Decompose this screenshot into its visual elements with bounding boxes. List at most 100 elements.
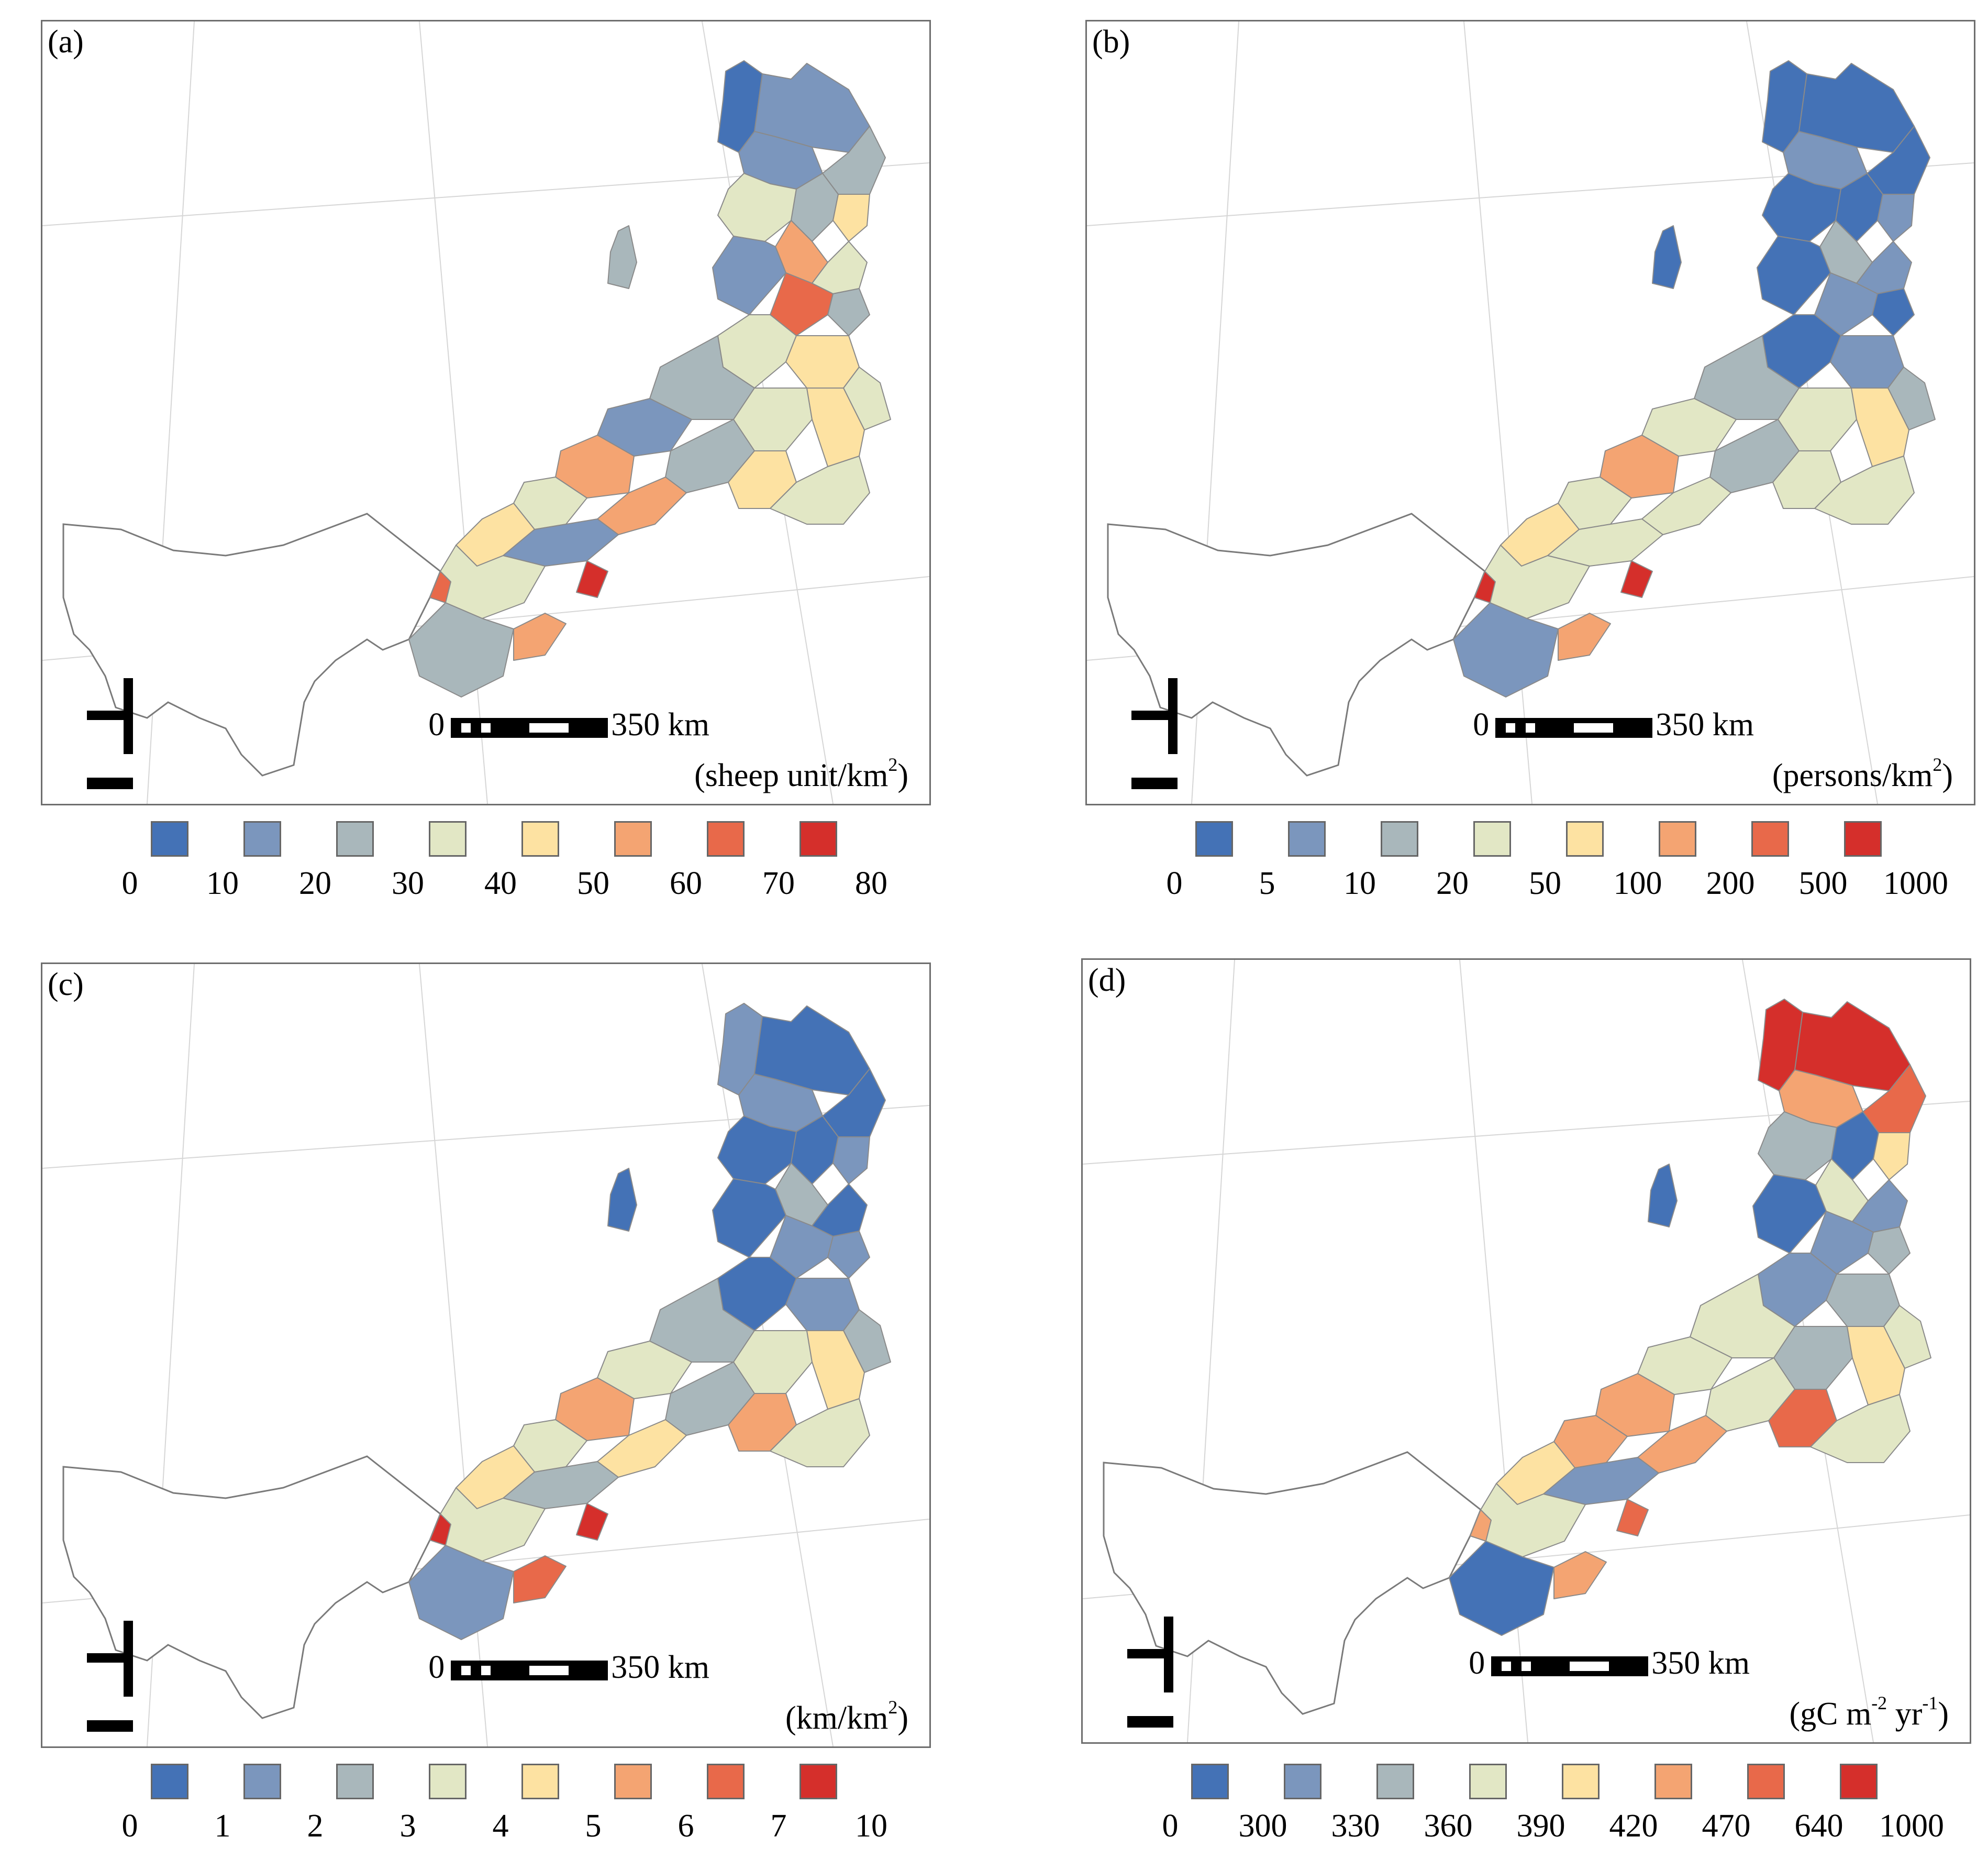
county-region xyxy=(429,1513,451,1546)
legend-tick-label: 330 xyxy=(1331,1808,1380,1844)
western-boundary xyxy=(1103,1451,1482,1715)
legend-swatch xyxy=(1288,821,1326,857)
legend-swatch xyxy=(1659,821,1696,857)
scale-end: 350 km xyxy=(1651,1645,1750,1681)
map-panel-d: (d) 0 350 km (gC m-2 yr-1) xyxy=(1081,958,1971,1744)
scale-zero: 0 xyxy=(1469,1645,1485,1681)
legend-tick-label: 4 xyxy=(492,1808,509,1844)
legend-tick-label: 1000 xyxy=(1883,866,1948,901)
county-region xyxy=(1652,225,1682,289)
legend-tick-label: 70 xyxy=(762,866,795,901)
county-region xyxy=(607,1168,637,1232)
legend-c: 0 1 2 3 4 5 6 7 10 xyxy=(41,1764,931,1853)
county-region xyxy=(607,225,637,289)
scale-bar: 0 350 km xyxy=(428,1651,709,1684)
legend-tick-label: 5 xyxy=(585,1808,602,1844)
north-arrow-icon xyxy=(1127,1617,1180,1729)
county-region xyxy=(1694,335,1800,420)
county-region xyxy=(1752,1174,1827,1254)
county-region xyxy=(827,1231,870,1279)
panel-label: (c) xyxy=(48,967,84,1002)
county-region xyxy=(1558,613,1611,661)
county-region xyxy=(513,1555,567,1603)
north-arrow-icon xyxy=(87,1621,139,1733)
map-panel-c: (c) 0 350 km (km/km2) xyxy=(41,962,931,1748)
unit-label: (gC m-2 yr-1) xyxy=(1789,1692,1949,1732)
legend-tick-label: 0 xyxy=(1166,866,1183,901)
county-region xyxy=(1553,1551,1607,1599)
legend-tick-label: 200 xyxy=(1706,866,1755,901)
county-region xyxy=(1690,1274,1795,1358)
county-region xyxy=(1449,1541,1554,1636)
north-arrow-icon xyxy=(87,678,139,791)
county-region xyxy=(1868,1226,1911,1275)
map-panel-b: (b) 0 350 km (persons/km2) xyxy=(1085,20,1975,805)
legend-tick-label: 80 xyxy=(855,866,887,901)
scale-bar-graphic xyxy=(1495,717,1653,738)
legend-tick-label: 0 xyxy=(1162,1808,1179,1844)
legend-tick-label: 10 xyxy=(1343,866,1376,901)
county-region xyxy=(1453,602,1559,698)
legend-tick-label: 500 xyxy=(1798,866,1848,901)
county-region xyxy=(1877,194,1915,242)
legend-tick-label: 100 xyxy=(1613,866,1662,901)
county-region xyxy=(1470,1509,1492,1542)
legend-swatch xyxy=(1284,1764,1321,1799)
legend-swatch xyxy=(521,821,559,857)
legend-swatch xyxy=(1747,1764,1785,1799)
legend-swatch xyxy=(151,821,188,857)
legend-tick-label: 20 xyxy=(1436,866,1469,901)
scale-end: 350 km xyxy=(611,707,709,743)
scale-zero: 0 xyxy=(1473,707,1490,743)
county-region xyxy=(770,1398,870,1467)
legend-tick-label: 60 xyxy=(670,866,702,901)
legend-tick-label: 50 xyxy=(1529,866,1561,901)
county-region xyxy=(408,602,514,698)
scale-bar: 0 350 km xyxy=(428,709,709,741)
scale-bar-graphic xyxy=(1491,1656,1649,1676)
map-panel-a: (a) 0 350 km (sheep unit/km2) xyxy=(41,20,931,805)
legend-tick-label: 30 xyxy=(392,866,424,901)
unit-label: (persons/km2) xyxy=(1772,754,1953,793)
legend-tick-label: 390 xyxy=(1516,1808,1565,1844)
legend-swatch xyxy=(707,1764,745,1799)
legend-swatch xyxy=(1469,1764,1507,1799)
legend-swatch xyxy=(707,821,745,857)
scale-bar: 0 350 km xyxy=(1473,709,1754,741)
map-c xyxy=(42,964,929,1746)
scale-zero: 0 xyxy=(428,707,445,743)
legend-a: 0 10 20 30 40 50 60 70 80 xyxy=(41,821,931,910)
county-region xyxy=(1810,1394,1911,1463)
legend-tick-label: 10 xyxy=(206,866,239,901)
legend-b: 0 5 10 20 50 100 200 500 1000 xyxy=(1085,821,1975,910)
county-region xyxy=(1648,1164,1678,1227)
county-region xyxy=(649,1278,755,1363)
legend-tick-label: 7 xyxy=(770,1808,787,1844)
county-region xyxy=(576,1503,608,1541)
legend-tick-label: 1 xyxy=(214,1808,231,1844)
panel-label: (d) xyxy=(1088,962,1126,998)
county-region xyxy=(1873,1132,1911,1180)
county-region xyxy=(712,236,786,315)
legend-swatch xyxy=(1840,1764,1878,1799)
legend-tick-label: 420 xyxy=(1609,1808,1658,1844)
western-boundary xyxy=(62,1455,441,1719)
legend-swatch xyxy=(1844,821,1882,857)
legend-swatch xyxy=(1566,821,1604,857)
legend-tick-label: 640 xyxy=(1794,1808,1843,1844)
county-region xyxy=(576,560,608,598)
legend-tick-label: 360 xyxy=(1424,1808,1473,1844)
county-region xyxy=(1826,1274,1900,1327)
county-region xyxy=(1620,560,1653,598)
legend-swatch xyxy=(1191,1764,1229,1799)
legend-swatch xyxy=(1751,821,1789,857)
map-d xyxy=(1083,960,1970,1742)
legend-swatch xyxy=(799,821,837,857)
county-region xyxy=(649,335,755,420)
county-region xyxy=(513,613,567,661)
legend-swatch xyxy=(799,1764,837,1799)
legend-swatch xyxy=(429,821,467,857)
scale-zero: 0 xyxy=(428,1650,445,1685)
county-region xyxy=(408,1545,514,1640)
scale-end: 350 km xyxy=(1656,707,1754,743)
